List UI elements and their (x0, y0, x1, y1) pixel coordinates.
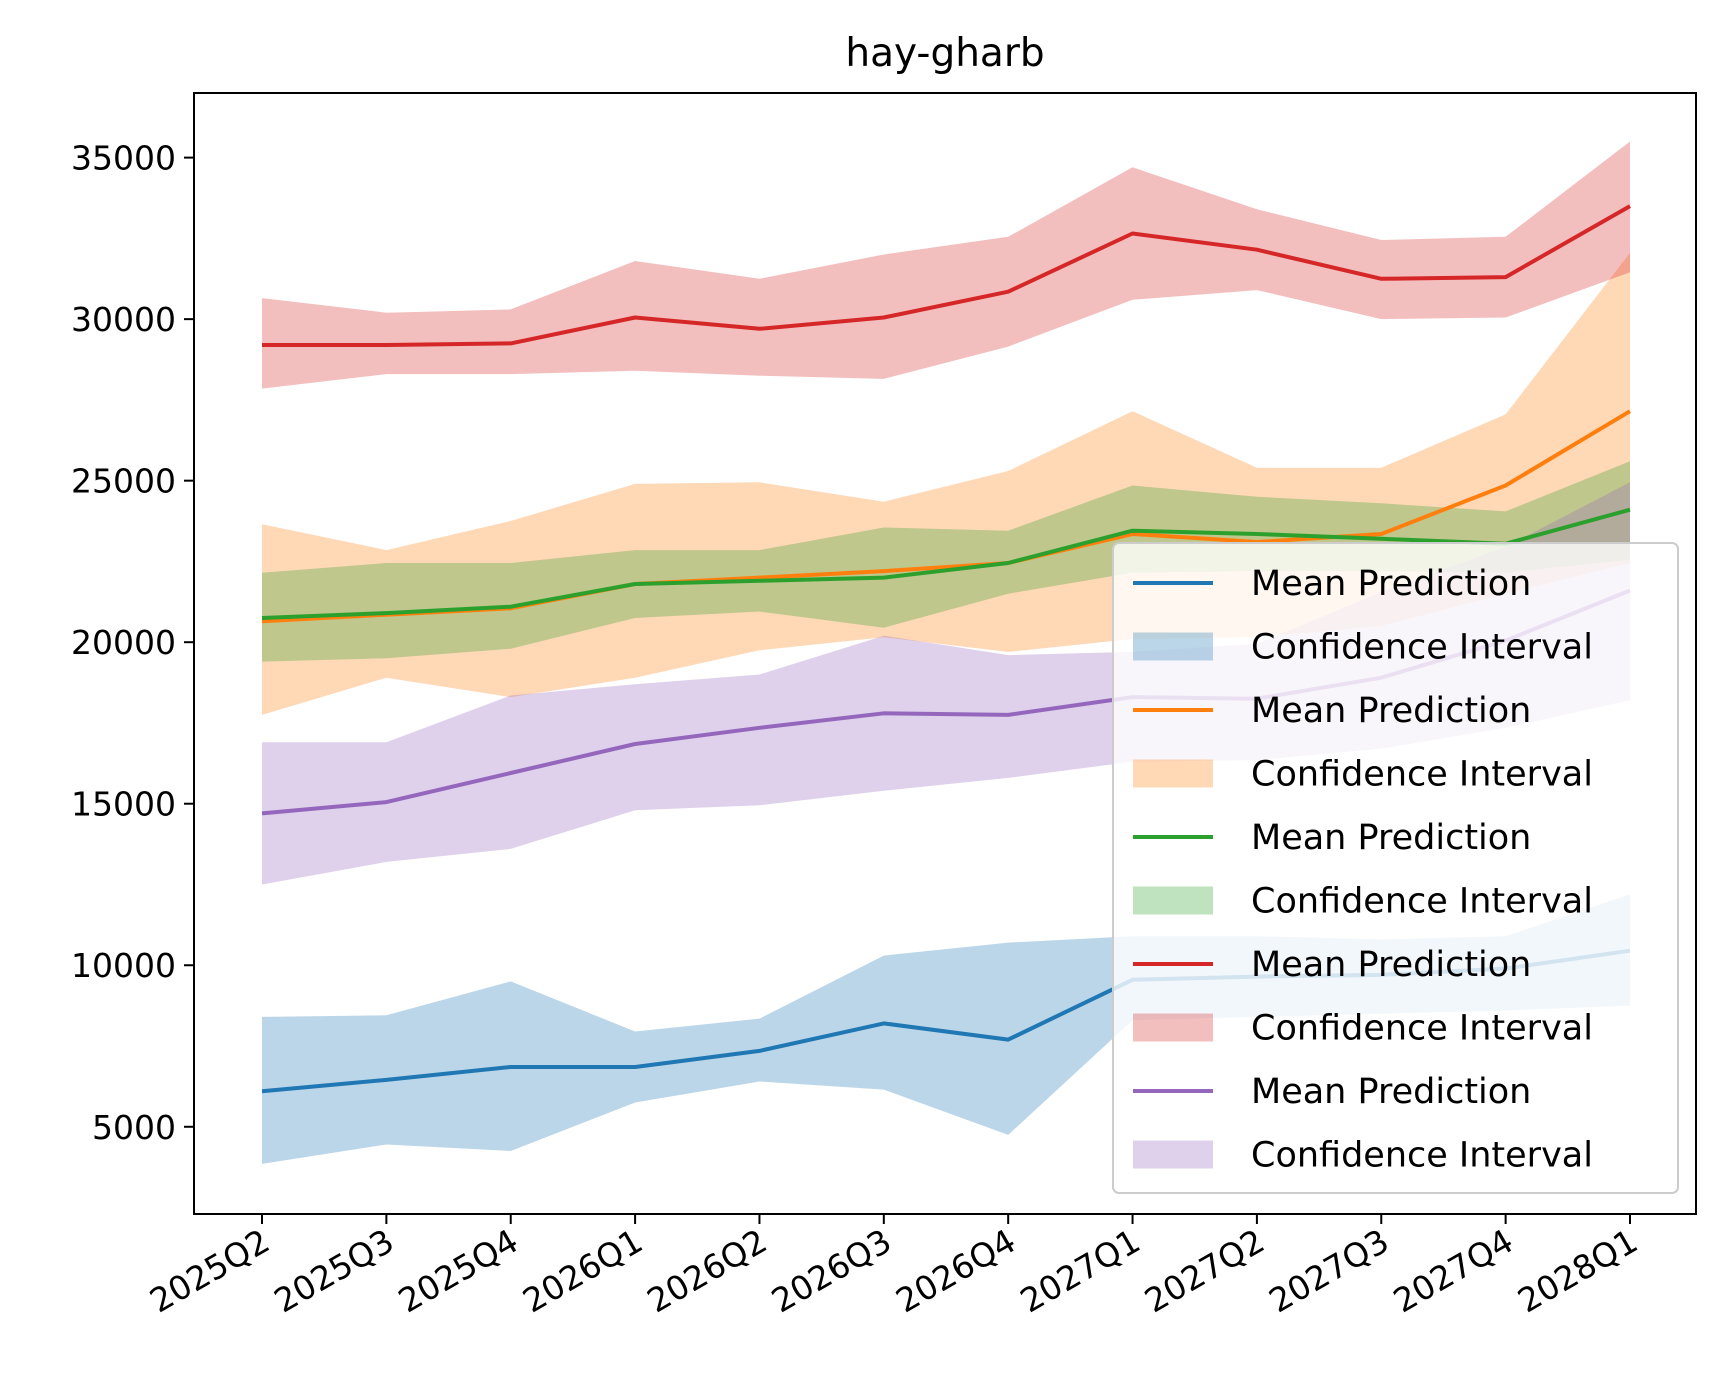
legend-band-swatch (1133, 1140, 1213, 1169)
y-tick-label: 35000 (71, 139, 176, 178)
legend-label-band: Confidence Interval (1251, 628, 1593, 668)
legend-band-swatch (1133, 886, 1213, 915)
confidence-band-series-4 (262, 141, 1630, 389)
confidence-band-series-5 (262, 482, 1630, 885)
legend-label-mean: Mean Prediction (1251, 818, 1531, 858)
legend-label-mean: Mean Prediction (1251, 945, 1531, 985)
mean-line-series-4 (262, 204, 1631, 347)
y-tick-label: 30000 (71, 300, 176, 339)
confidence-band-series-3 (262, 461, 1630, 662)
legend-label-mean: Mean Prediction (1251, 1072, 1531, 1112)
plot-frame (193, 92, 1697, 1215)
legend-label-mean: Mean Prediction (1251, 564, 1531, 604)
legend-label-band: Confidence Interval (1251, 755, 1593, 795)
y-tick-label: 5000 (92, 1108, 176, 1147)
chart-title: hay-gharb (845, 31, 1044, 76)
mean-line-series-3 (261, 507, 1631, 620)
legend-label-mean: Mean Prediction (1251, 691, 1531, 731)
legend-band-swatch (1133, 632, 1213, 661)
legend-label-band: Confidence Interval (1251, 1136, 1593, 1176)
legend-label-band: Confidence Interval (1251, 882, 1593, 922)
legend-band-swatch (1133, 759, 1213, 788)
legend-label-band: Confidence Interval (1251, 1009, 1593, 1049)
legend-box (1112, 542, 1679, 1194)
y-axis: 5000 10000 15000 20000 25000 30000 35000 (71, 139, 194, 1147)
y-tick-label: 25000 (71, 462, 176, 501)
legend: Mean Prediction Confidence Interval Mean P… (1112, 542, 1679, 1194)
y-tick-label: 20000 (71, 623, 176, 662)
legend-band-swatch (1133, 1013, 1213, 1042)
y-tick-label: 10000 (71, 946, 176, 985)
y-tick-label: 15000 (71, 785, 176, 824)
